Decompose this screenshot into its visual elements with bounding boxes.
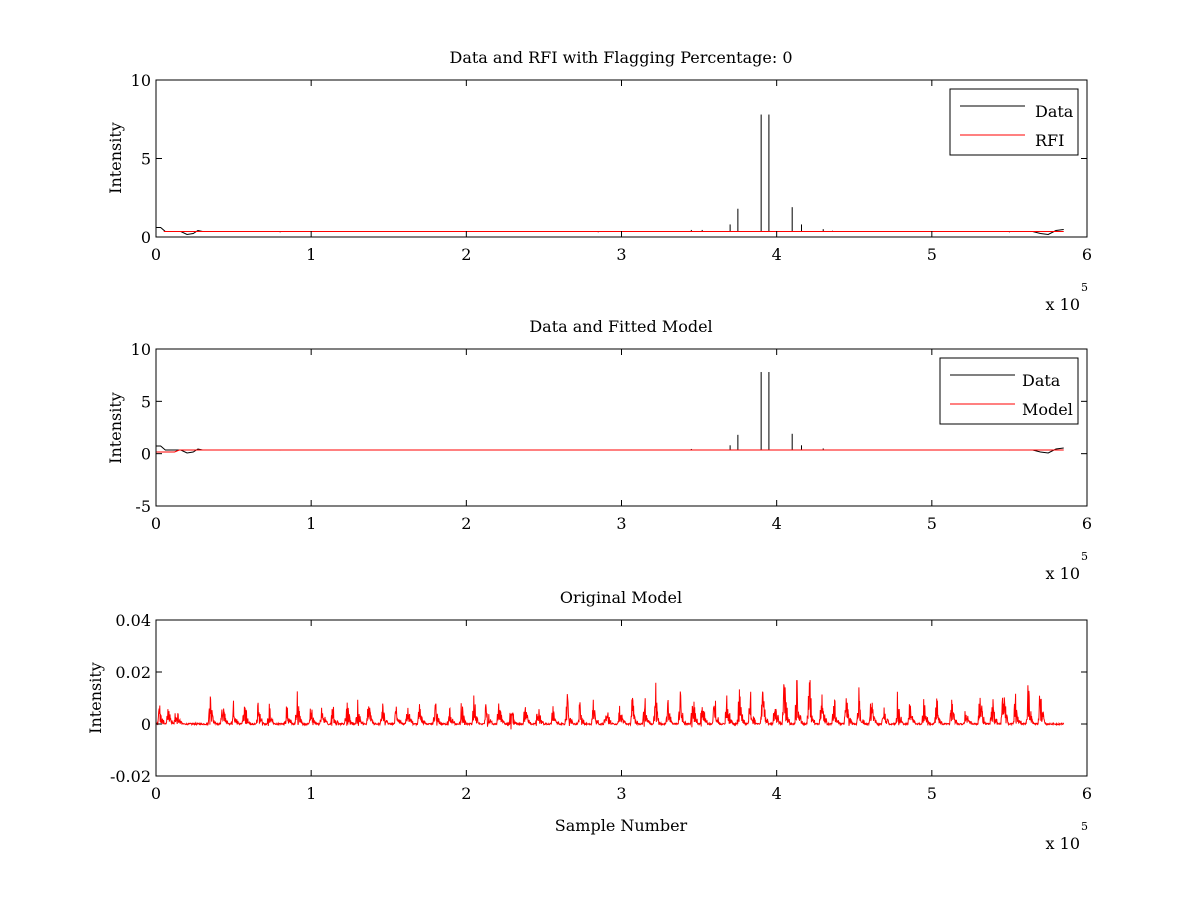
- x-tick-label: 1: [306, 245, 316, 264]
- y-tick-label: 10: [131, 340, 151, 359]
- subplot-2-x-multiplier: x 10: [1046, 564, 1080, 583]
- subplot-2-ylabel: Intensity: [106, 392, 125, 464]
- x-tick-label: 0: [151, 514, 161, 533]
- x-tick-label: 4: [772, 245, 782, 264]
- subplot-2-series: [156, 372, 1064, 454]
- series-line-model: [155, 680, 1065, 730]
- x-tick-label: 2: [461, 245, 471, 264]
- subplot-3-series: [155, 680, 1065, 730]
- subplot-1-x-multiplier-exponent: 5: [1081, 281, 1088, 294]
- subplot-1-title: Data and RFI with Flagging Percentage: 0: [449, 48, 792, 67]
- legend-label-data: Data: [1022, 371, 1061, 390]
- subplot-3-x-multiplier: x 10: [1046, 834, 1080, 853]
- subplot-2: Data and Fitted Model Intensity 0 1 2 3 4 5 6 -…: [106, 317, 1092, 583]
- subplot-1-series: [156, 114, 1064, 236]
- y-tick-label: 10: [131, 71, 151, 90]
- subplot-1-legend-box: [949, 88, 1079, 156]
- x-tick-label: 6: [1082, 514, 1092, 533]
- legend-label-rfi: RFI: [1035, 131, 1064, 150]
- y-tick-label: 0.02: [115, 663, 151, 682]
- y-tick-label: 0: [141, 715, 151, 734]
- subplot-3-xlabel: Sample Number: [555, 816, 688, 835]
- x-tick-label: 2: [461, 784, 471, 803]
- subplot-3-x-multiplier-exponent: 5: [1081, 820, 1088, 833]
- subplot-2-legend-box: [939, 357, 1079, 425]
- x-tick-label: 3: [616, 245, 626, 264]
- x-tick-label: 6: [1082, 245, 1092, 264]
- x-tick-label: 6: [1082, 784, 1092, 803]
- y-tick-label: -5: [135, 497, 151, 516]
- x-tick-label: 4: [772, 514, 782, 533]
- y-tick-label: -0.02: [110, 767, 151, 786]
- x-tick-label: 1: [306, 784, 316, 803]
- series-line-model: [156, 449, 1064, 453]
- subplot-2-x-multiplier-exponent: 5: [1081, 550, 1088, 563]
- subplot-1-ticks: 0 1 2 3 4 5 6 0 5 10: [131, 71, 1092, 264]
- x-tick-label: 2: [461, 514, 471, 533]
- x-tick-label: 4: [772, 784, 782, 803]
- y-tick-label: 5: [141, 150, 151, 169]
- series-line-data: [156, 445, 1064, 454]
- x-tick-label: 5: [927, 245, 937, 264]
- x-tick-label: 5: [927, 514, 937, 533]
- x-tick-label: 3: [616, 514, 626, 533]
- subplot-3: Original Model Intensity 0 1 2 3 4 5 6-0.0200.…: [86, 588, 1092, 853]
- subplot-3-title: Original Model: [560, 588, 682, 607]
- y-tick-label: 0: [141, 228, 151, 247]
- x-tick-label: 3: [616, 784, 626, 803]
- subplot-3-ylabel: Intensity: [86, 662, 105, 734]
- x-tick-label: 5: [927, 784, 937, 803]
- x-tick-label: 0: [151, 245, 161, 264]
- subplot-1-ylabel: Intensity: [106, 122, 125, 194]
- y-tick-label: 0: [141, 445, 151, 464]
- x-tick-label: 1: [306, 514, 316, 533]
- x-tick-label: 0: [151, 784, 161, 803]
- y-tick-label: 5: [141, 392, 151, 411]
- legend-label-model: Model: [1022, 400, 1073, 419]
- subplot-2-legend: Data Model: [939, 357, 1079, 425]
- subplot-2-title: Data and Fitted Model: [529, 317, 712, 336]
- subplot-1-x-multiplier: x 10: [1046, 295, 1080, 314]
- legend-label-data: Data: [1035, 102, 1074, 121]
- subplot-1-legend: Data RFI: [949, 88, 1079, 156]
- y-tick-label: 0.04: [115, 611, 151, 630]
- subplot-1: Data and RFI with Flagging Percentage: 0…: [106, 48, 1092, 314]
